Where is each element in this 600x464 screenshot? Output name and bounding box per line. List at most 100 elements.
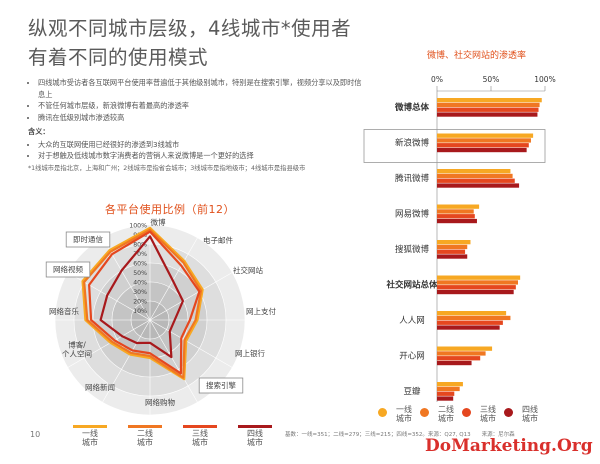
legend-label: 城市: [82, 438, 98, 447]
legend-item: 二线 城市: [125, 425, 165, 447]
bar-tick-label: 50%: [483, 75, 500, 84]
legend-swatch: [462, 408, 471, 417]
radar-axis-label: 社交网站: [233, 265, 263, 275]
bar-category-label: 社交网站总体: [385, 280, 438, 291]
bar-1: [437, 240, 471, 245]
bar-4: [437, 183, 520, 188]
findings-text: 四线城市受访者各互联网平台使用率普遍低于其他级别城市，特别是在搜索引擎，视频分享…: [28, 77, 363, 174]
legend-item: 三线 城市: [180, 425, 220, 447]
finding-item: 四线城市受访者各互联网平台使用率普遍低于其他级别城市，特别是在搜索引擎，视频分享…: [38, 77, 363, 100]
legend-label: 城市: [480, 414, 496, 423]
radar-axis-label: 网上支付: [246, 306, 276, 316]
legend-label: 四线: [522, 405, 538, 414]
radar-tick-label: 30%: [133, 289, 147, 296]
radar-axis-label-box: [65, 231, 111, 248]
radar-tick-label: 60%: [133, 261, 147, 268]
radar-axis-label: 网络音乐: [49, 306, 79, 316]
bar-category-label: 人人网: [399, 316, 425, 326]
legend-item: 一线 城市: [70, 425, 110, 447]
radar-series-2: [83, 228, 203, 379]
radar-tick-label: 20%: [133, 299, 147, 306]
bar-category-label: 搜狐微博: [395, 244, 430, 255]
bar-3: [437, 356, 481, 361]
bar-4: [437, 360, 472, 366]
legend-label: 城市: [247, 438, 263, 447]
bar-3: [437, 178, 515, 183]
bar-category-label: 新浪微博: [395, 138, 430, 149]
bar-category-label: 豆瓣: [403, 386, 421, 397]
radar-axis-label: 搜索引擎: [206, 380, 236, 390]
implication-item: 对于想触及低线城市数字消费者的营销人来说微博是一个更好的选择: [38, 150, 363, 162]
page-number: 10: [30, 430, 41, 439]
finding-item: 腾讯在低级别城市渗透较高: [38, 112, 363, 124]
radar-tick-label: 70%: [133, 251, 147, 258]
radar-tick-label: 80%: [133, 242, 147, 249]
page-title: 纵观不同城市层级，4线城市*使用者 有着不同的使用模式: [28, 14, 351, 72]
radar-axis-label: 网上银行: [235, 348, 265, 358]
radar-axis-label: 博客/: [68, 340, 86, 350]
bar-3: [437, 320, 503, 325]
radar-spoke: [102, 319, 151, 403]
legend-label: 一线: [396, 405, 412, 414]
base-note-text: 基数：一线=351；二线=279；三线=215；四线=352。来源：Q27, Q…: [285, 432, 471, 438]
legend-label: 城市: [396, 414, 412, 423]
radar-spoke: [67, 319, 151, 368]
bar-category-label: 腾讯微博: [395, 173, 430, 184]
bar-2: [437, 102, 540, 108]
bar-4: [437, 254, 468, 259]
legend-label: 城市: [438, 414, 454, 423]
radar-axis-label: 电子邮件: [203, 235, 233, 245]
watermark: DoMarketing.Org: [425, 436, 593, 456]
radar-tick-label: 100%: [129, 223, 147, 230]
radar-spoke: [149, 272, 233, 321]
bar-2: [437, 315, 511, 321]
implication-heading: 含义：: [28, 127, 50, 136]
radar-axis-label: 微博: [151, 217, 166, 227]
bar-category-label: 开心网: [399, 352, 425, 362]
bar-tick-label: 0%: [431, 75, 443, 84]
legend-label: 城市: [522, 414, 538, 423]
bar-1: [437, 204, 480, 209]
bar-1: [437, 346, 493, 351]
bar-2: [437, 209, 474, 214]
bar-2: [437, 173, 513, 179]
implication-list: 大众的互联网使用已经很好的渗透到3线城市 对于想触及低线城市数字消费者的营销人来…: [28, 139, 363, 162]
legend-label: 三线: [480, 405, 496, 414]
radar-spoke: [67, 272, 151, 321]
legend-swatch: [378, 408, 387, 417]
legend-label: 二线: [137, 429, 153, 438]
footnote: *1线城市是指北京，上海和广州；2线城市是指省会城市；3线城市是指地级市；4线城…: [28, 164, 306, 172]
bar-3: [437, 249, 466, 254]
radar-series-3: [88, 230, 201, 375]
radar-axis-label-box: [198, 377, 244, 394]
radar-axis-label: 即时通信: [73, 234, 103, 244]
title-line: 有着不同的使用模式: [28, 46, 209, 69]
radar-tick-label: 50%: [133, 270, 147, 277]
bar-1: [437, 169, 511, 174]
finding-item: 不管任何城市层级，新浪微博有着最高的渗透率: [38, 100, 363, 112]
bar-3: [437, 107, 539, 112]
bar-category-highlight: [363, 129, 546, 163]
legend-item: 四线 城市: [235, 425, 275, 447]
bar-3: [437, 143, 529, 148]
bar-2: [437, 351, 486, 356]
bar-3: [437, 285, 516, 290]
legend-label: 二线: [438, 405, 454, 414]
bar-1: [437, 382, 463, 387]
legend-swatch: [73, 425, 107, 428]
legend-text: 四线 城市: [516, 405, 544, 423]
findings-list: 四线城市受访者各互联网平台使用率普遍低于其他级别城市，特别是在搜索引擎，视频分享…: [28, 77, 363, 123]
bar-4: [437, 325, 500, 330]
bar-4: [437, 218, 477, 224]
radar-axis-label: 网络购物: [145, 397, 175, 407]
bar-1: [437, 133, 534, 138]
source-note: 来源：尼尔森: [481, 432, 515, 438]
bar-4: [437, 112, 538, 117]
bar-chart-title: 微博、社交网站的渗透率: [427, 51, 527, 61]
bar-4: [437, 396, 454, 401]
legend-text: 三线 城市: [474, 405, 502, 423]
radar-axis-label: 个人空间: [62, 349, 92, 359]
legend-text: 二线 城市: [432, 405, 460, 423]
bar-tick-label: 100%: [534, 75, 555, 84]
radar-axis-label-box: [45, 261, 91, 278]
